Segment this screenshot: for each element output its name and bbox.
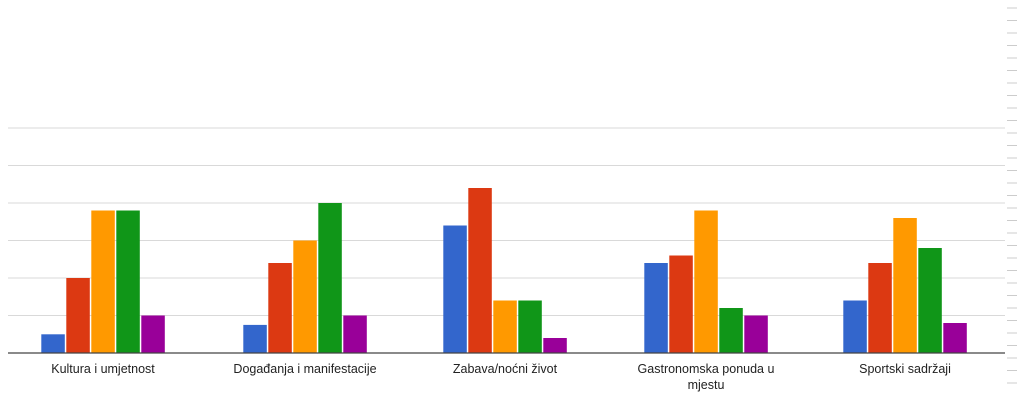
bar (41, 334, 65, 354)
x-tick-label: Gastronomska ponuda u (638, 362, 775, 376)
bar (293, 240, 317, 353)
right-edge-ticks (1007, 7, 1017, 384)
bar (943, 323, 967, 353)
bar (843, 300, 867, 353)
bar (343, 315, 367, 353)
bar (893, 218, 917, 353)
bar (918, 248, 942, 353)
bar (443, 225, 467, 353)
category-labels: Kultura i umjetnost Događanja i manifesta… (51, 362, 951, 392)
bar (493, 300, 517, 353)
bar (468, 188, 492, 353)
bar (91, 210, 115, 353)
x-tick-label: Kultura i umjetnost (51, 362, 155, 376)
gridlines (8, 127, 1005, 316)
bars (41, 188, 967, 354)
bar (116, 210, 140, 353)
x-tick-label: Sportski sadržaji (859, 362, 951, 376)
bar (66, 278, 90, 353)
bar (518, 300, 542, 353)
x-tick-label: Događanja i manifestacije (233, 362, 376, 376)
bar (644, 263, 668, 353)
bar (543, 338, 567, 353)
bar (719, 308, 743, 353)
bar (744, 315, 768, 353)
bar (268, 263, 292, 353)
bar (243, 324, 267, 353)
x-tick-label: mjestu (688, 378, 725, 392)
bar (868, 263, 892, 353)
bar (669, 255, 693, 353)
bar (141, 315, 165, 353)
bar (694, 210, 718, 353)
x-tick-label: Zabava/noćni život (453, 362, 558, 376)
bar (318, 203, 342, 353)
